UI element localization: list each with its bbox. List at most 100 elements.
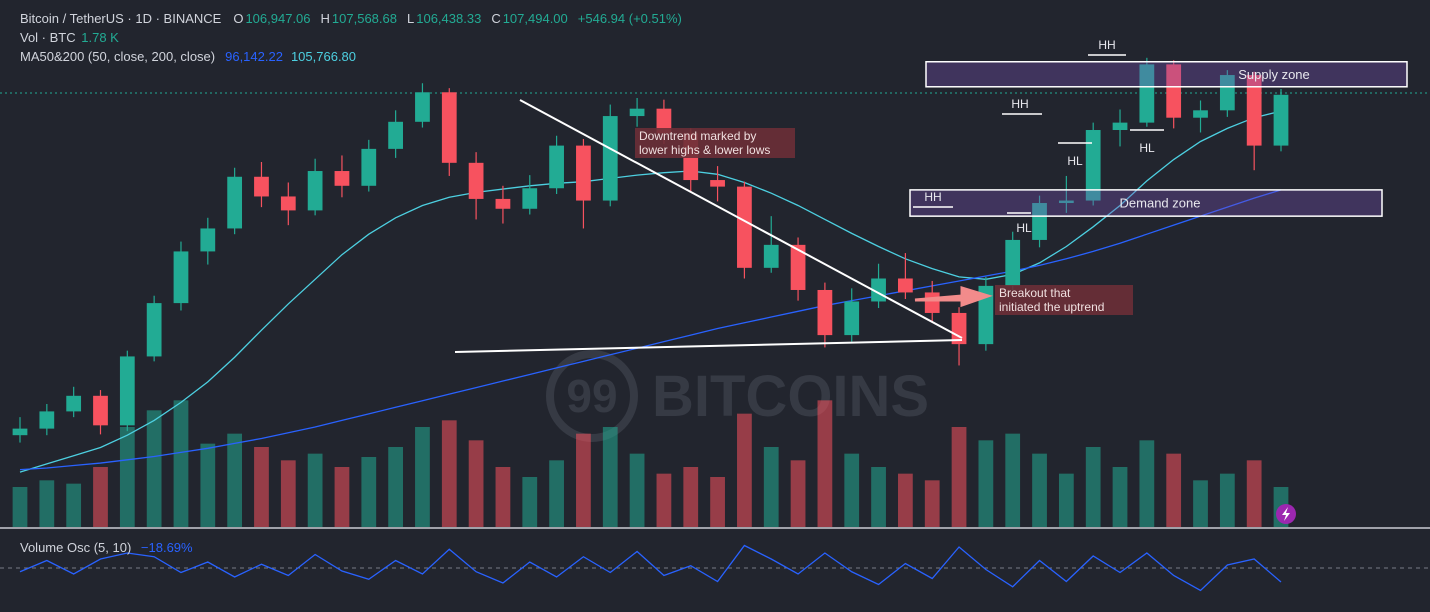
watermark: 99 BITCOINS — [546, 350, 929, 442]
candle-body — [656, 108, 672, 134]
volume-bar — [844, 453, 860, 527]
watermark-text: BITCOINS — [652, 364, 929, 429]
volume-bar — [441, 420, 457, 527]
candle-body — [951, 312, 967, 345]
candle-body — [1273, 94, 1289, 146]
volume-bar — [978, 440, 994, 527]
volume-bar — [1219, 473, 1235, 527]
candle-body — [1193, 110, 1208, 118]
candle-body — [1219, 75, 1235, 111]
candle-body — [119, 356, 135, 426]
swing-label: HL — [1139, 141, 1155, 155]
volume-bar — [1005, 433, 1021, 527]
volume-bar — [1193, 480, 1208, 527]
candle-body — [1166, 64, 1182, 118]
volume-bar — [790, 460, 806, 527]
volume-bar — [656, 473, 672, 527]
candle-body — [93, 395, 108, 426]
volume-bar — [951, 427, 967, 527]
volume-bar — [227, 433, 243, 527]
symbol-title: Bitcoin / TetherUS · 1D · BINANCE — [20, 11, 222, 26]
volume-bar — [388, 447, 403, 527]
candle-body — [1246, 75, 1262, 146]
volume-bar — [871, 467, 886, 527]
swing-label: HH — [924, 190, 941, 204]
candles — [12, 57, 1289, 443]
candle-body — [602, 116, 618, 201]
candle-body — [280, 196, 296, 211]
candle-body — [549, 145, 564, 189]
volume-bar — [119, 427, 135, 527]
volume-bar — [93, 467, 108, 527]
candle-body — [710, 180, 725, 187]
volume-bar — [737, 413, 752, 527]
candle-body — [66, 395, 82, 412]
ohlc-value: 107,494.00 — [502, 11, 568, 26]
candle-body — [1085, 130, 1101, 201]
volume-bar — [146, 410, 162, 527]
drawings — [454, 99, 1296, 524]
alert-icon-bolt — [1282, 507, 1290, 521]
candle-body — [1058, 200, 1074, 204]
annotation-box — [635, 128, 795, 158]
candle-body — [361, 148, 377, 186]
zone-box — [909, 189, 1383, 217]
candle-body — [924, 292, 940, 313]
annotation-text: Downtrend marked by — [639, 129, 756, 143]
candle-body — [790, 244, 806, 290]
moving-average-line — [19, 110, 1282, 473]
candle-body — [1139, 64, 1155, 123]
oscillator-value: −18.69% — [140, 540, 193, 555]
legend-row-ma: MA50&200 (50, close, 200, close) 96,142.2… — [20, 49, 358, 64]
candle-body — [1005, 239, 1021, 286]
volume-bar — [898, 473, 913, 527]
annotation-text: Breakout that — [999, 286, 1071, 300]
volume-bar — [549, 460, 564, 527]
volume-bar — [522, 477, 538, 527]
candle-body — [522, 188, 538, 209]
candle-body — [763, 244, 779, 268]
candle-body — [629, 108, 645, 117]
watermark-logo-text: 99 — [566, 370, 617, 422]
breakout-arrow — [914, 285, 993, 308]
watermark-logo — [546, 350, 638, 442]
volume-bar — [1139, 440, 1155, 527]
zone-label: Supply zone — [1238, 67, 1310, 82]
zones: Supply zone Demand zone — [909, 61, 1408, 217]
candle-body — [817, 289, 833, 336]
volume-bar — [12, 487, 28, 527]
volume-bar — [415, 427, 430, 527]
volume-bar — [1112, 467, 1128, 527]
ma-label: MA50&200 (50, close, 200, close) — [20, 49, 216, 64]
annotation-box — [995, 285, 1133, 315]
candle-body — [844, 301, 860, 336]
candle-body — [1112, 122, 1128, 131]
ohlc-label: O — [233, 11, 244, 26]
candle-body — [1032, 203, 1047, 240]
volume-bar — [66, 483, 82, 527]
volume-bar — [602, 427, 618, 527]
volume-bar — [39, 480, 55, 527]
volume-bar — [334, 467, 350, 527]
candle-body — [12, 428, 28, 436]
volume-bar — [710, 477, 725, 527]
candle-body — [146, 303, 162, 357]
volume-bar — [280, 460, 296, 527]
swing-label: HH — [1098, 38, 1115, 52]
ohlc-label: H — [320, 11, 330, 26]
zone-box — [925, 61, 1408, 88]
volume-bar — [629, 453, 645, 527]
oscillator-line — [19, 544, 1282, 592]
trendline-lower — [454, 339, 963, 353]
change-value: +546.94 (+0.51%) — [577, 11, 682, 26]
volume-pane — [12, 400, 1289, 527]
candle-body — [441, 92, 457, 163]
volume-bar — [495, 467, 511, 527]
volume-bar — [307, 453, 323, 527]
volume-bar — [1246, 460, 1262, 527]
ohlc-label: C — [491, 11, 501, 26]
candle-body — [576, 145, 591, 201]
